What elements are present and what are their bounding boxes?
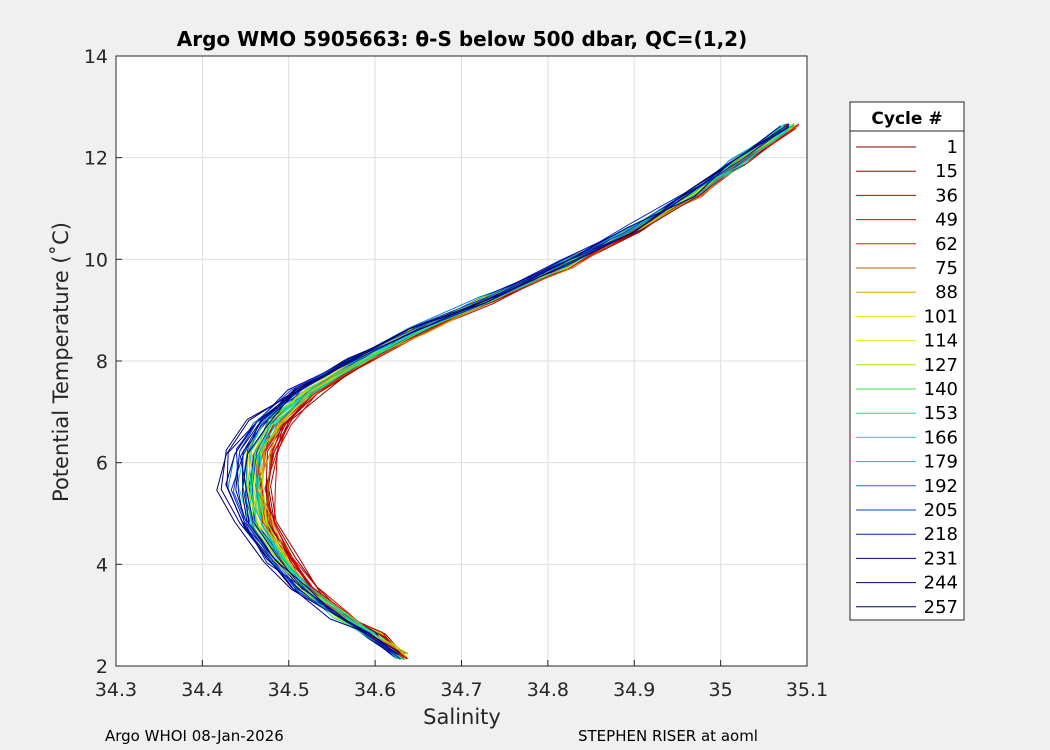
legend-label: 101 xyxy=(924,306,958,327)
x-tick-label: 34.7 xyxy=(440,679,482,701)
y-tick-label: 14 xyxy=(84,46,108,68)
legend: Cycle # 11536496275881011141271401531661… xyxy=(849,101,965,621)
profile-line xyxy=(241,126,786,656)
x-tick-label: 34.3 xyxy=(95,679,137,701)
legend-title: Cycle # xyxy=(871,109,942,129)
legend-label: 218 xyxy=(924,524,958,545)
profiles xyxy=(216,123,800,660)
legend-label: 88 xyxy=(935,282,958,303)
legend-label: 15 xyxy=(935,161,958,182)
y-axis-ticks: 2 4 6 8 10 12 14 xyxy=(84,46,122,678)
profile-line xyxy=(257,124,794,660)
footer-left: Argo WHOI 08-Jan-2026 xyxy=(105,727,284,745)
x-tick-label: 35 xyxy=(709,679,733,701)
x-tick-label: 34.5 xyxy=(268,679,310,701)
footer-right: STEPHEN RISER at aoml xyxy=(578,727,758,745)
y-axis-label: Potential Temperature (˚C) xyxy=(49,222,73,502)
x-tick-label: 34.6 xyxy=(354,679,396,701)
x-tick-label: 34.4 xyxy=(181,679,223,701)
legend-label: 114 xyxy=(924,331,958,352)
legend-label: 140 xyxy=(924,379,958,400)
legend-label: 231 xyxy=(924,548,958,569)
x-tick-label: 34.8 xyxy=(527,679,569,701)
legend-label: 36 xyxy=(935,185,958,206)
y-tick-label: 8 xyxy=(96,351,108,373)
y-tick-label: 2 xyxy=(96,656,108,678)
legend-label: 62 xyxy=(935,234,958,255)
profile-line xyxy=(220,123,790,654)
legend-label: 153 xyxy=(924,403,958,424)
x-tick-label: 35.1 xyxy=(786,679,828,701)
legend-label: 166 xyxy=(924,427,958,448)
legend-label: 1 xyxy=(947,137,958,158)
x-tick-label: 34.9 xyxy=(613,679,655,701)
y-tick-label: 4 xyxy=(96,554,108,576)
y-tick-label: 6 xyxy=(96,453,108,475)
x-axis-label: Salinity xyxy=(423,705,501,729)
profile-line xyxy=(242,125,787,657)
legend-label: 205 xyxy=(924,500,958,521)
legend-label: 244 xyxy=(924,573,958,594)
chart-title: Argo WMO 5905663: θ-S below 500 dbar, QC… xyxy=(177,27,747,51)
legend-box xyxy=(849,101,965,621)
profile-line xyxy=(233,129,783,654)
legend-entries: 1 15 36 49 62 75 88 101 114 127 140 153 166 179 192 205… xyxy=(856,137,958,618)
legend-label: 127 xyxy=(924,355,958,376)
legend-label: 49 xyxy=(935,210,958,231)
legend-label: 75 xyxy=(935,258,958,279)
legend-label: 179 xyxy=(924,452,958,473)
y-tick-label: 12 xyxy=(84,148,108,170)
legend-label: 192 xyxy=(924,476,958,497)
x-axis-ticks: 34.3 34.4 34.5 34.6 34.7 34.8 34.9 35 35.1 xyxy=(95,660,828,701)
legend-label: 257 xyxy=(924,597,958,618)
grid xyxy=(116,56,807,666)
y-tick-label: 10 xyxy=(84,249,108,271)
